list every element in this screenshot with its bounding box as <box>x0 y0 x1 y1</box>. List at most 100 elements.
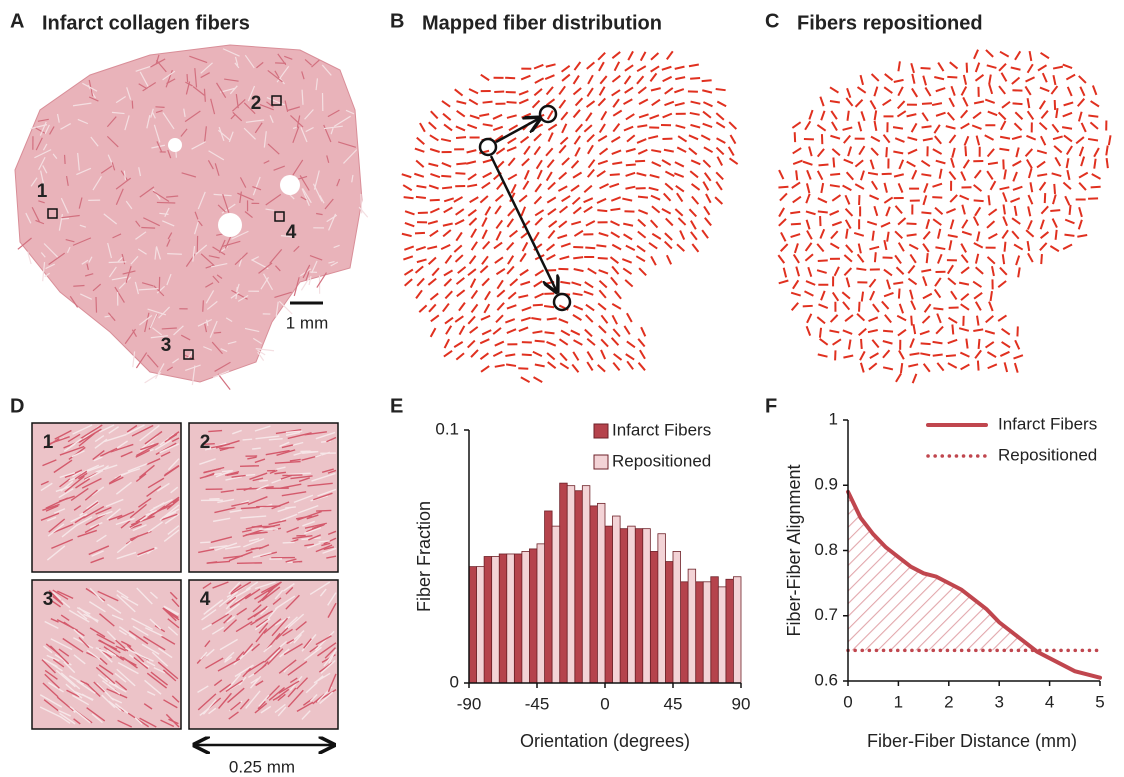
fiber <box>932 340 943 345</box>
region-label: 1 <box>37 181 48 202</box>
fiber <box>793 243 799 254</box>
fiber <box>858 327 867 337</box>
fiber <box>832 338 842 346</box>
fiber <box>623 75 632 85</box>
fiber <box>853 231 865 237</box>
fiber <box>1039 242 1048 252</box>
fiber <box>805 210 816 216</box>
fiber <box>869 290 876 301</box>
texture <box>248 538 260 542</box>
fiber <box>532 350 543 358</box>
texture <box>161 513 178 521</box>
fiber <box>857 243 862 254</box>
texture <box>259 103 274 111</box>
fiber <box>648 186 659 192</box>
fiber <box>986 220 996 229</box>
fiber <box>856 267 867 271</box>
bar <box>687 568 697 684</box>
bar <box>498 553 508 684</box>
fiber <box>532 231 540 242</box>
fiber <box>805 325 812 336</box>
texture <box>231 474 246 478</box>
fiber <box>936 362 945 372</box>
texture <box>230 581 252 595</box>
texture <box>73 505 82 511</box>
fiber <box>1012 102 1023 106</box>
fiber <box>414 147 425 153</box>
texture <box>208 707 217 715</box>
fiber <box>933 288 942 299</box>
texture <box>299 175 310 191</box>
texture <box>257 351 265 361</box>
bar <box>627 525 636 684</box>
texture <box>159 443 180 454</box>
texture <box>161 635 176 645</box>
fiber <box>802 304 813 308</box>
texture <box>64 475 85 493</box>
fiber <box>1024 85 1032 96</box>
texture <box>277 706 287 717</box>
fiber <box>453 341 464 348</box>
texture <box>219 683 232 693</box>
fiber <box>507 173 518 181</box>
fiber <box>919 330 930 336</box>
texture <box>162 112 175 130</box>
fiber <box>974 301 982 311</box>
fiber <box>690 123 701 129</box>
texture <box>144 679 162 695</box>
tile <box>32 423 181 572</box>
texture <box>236 283 240 293</box>
fiber <box>638 113 649 119</box>
texture <box>55 669 76 688</box>
fiber <box>482 123 493 127</box>
bar <box>483 556 493 684</box>
texture <box>53 459 73 474</box>
fiber <box>481 229 488 240</box>
texture <box>328 260 335 264</box>
fiber <box>547 361 557 369</box>
fiber <box>870 180 879 191</box>
fiber <box>1080 156 1086 167</box>
fiber <box>467 209 477 217</box>
fiber <box>922 363 931 373</box>
texture <box>77 118 89 125</box>
scale-label: 1 mm <box>286 313 329 332</box>
fiber <box>415 289 423 299</box>
texture <box>150 108 154 118</box>
fiber <box>496 180 505 190</box>
texture <box>42 459 57 467</box>
fiber <box>844 194 851 205</box>
fiber <box>1077 219 1083 230</box>
texture <box>300 127 308 143</box>
fiber <box>873 252 877 263</box>
texture <box>213 679 223 687</box>
fiber <box>543 305 555 309</box>
fiber <box>1001 229 1009 240</box>
texture <box>172 358 180 364</box>
texture <box>167 618 180 629</box>
fiber <box>610 276 619 286</box>
texture <box>149 591 158 599</box>
texture <box>110 443 134 453</box>
texture <box>245 119 265 123</box>
texture <box>221 203 236 214</box>
texture <box>327 673 337 693</box>
fiber <box>505 353 516 357</box>
fiber <box>625 244 636 252</box>
fiber <box>597 159 608 165</box>
texture <box>302 520 315 527</box>
fiber <box>871 339 880 349</box>
fiber <box>868 362 878 371</box>
texture <box>67 433 81 443</box>
texture <box>287 472 311 476</box>
fiber <box>984 329 996 335</box>
texture <box>144 312 150 333</box>
texture <box>292 159 304 176</box>
texture <box>120 640 132 648</box>
fiber <box>869 352 879 360</box>
fiber <box>690 231 698 241</box>
texture <box>292 534 313 540</box>
texture <box>73 637 94 649</box>
fiber <box>546 159 555 169</box>
fiber <box>937 253 943 264</box>
